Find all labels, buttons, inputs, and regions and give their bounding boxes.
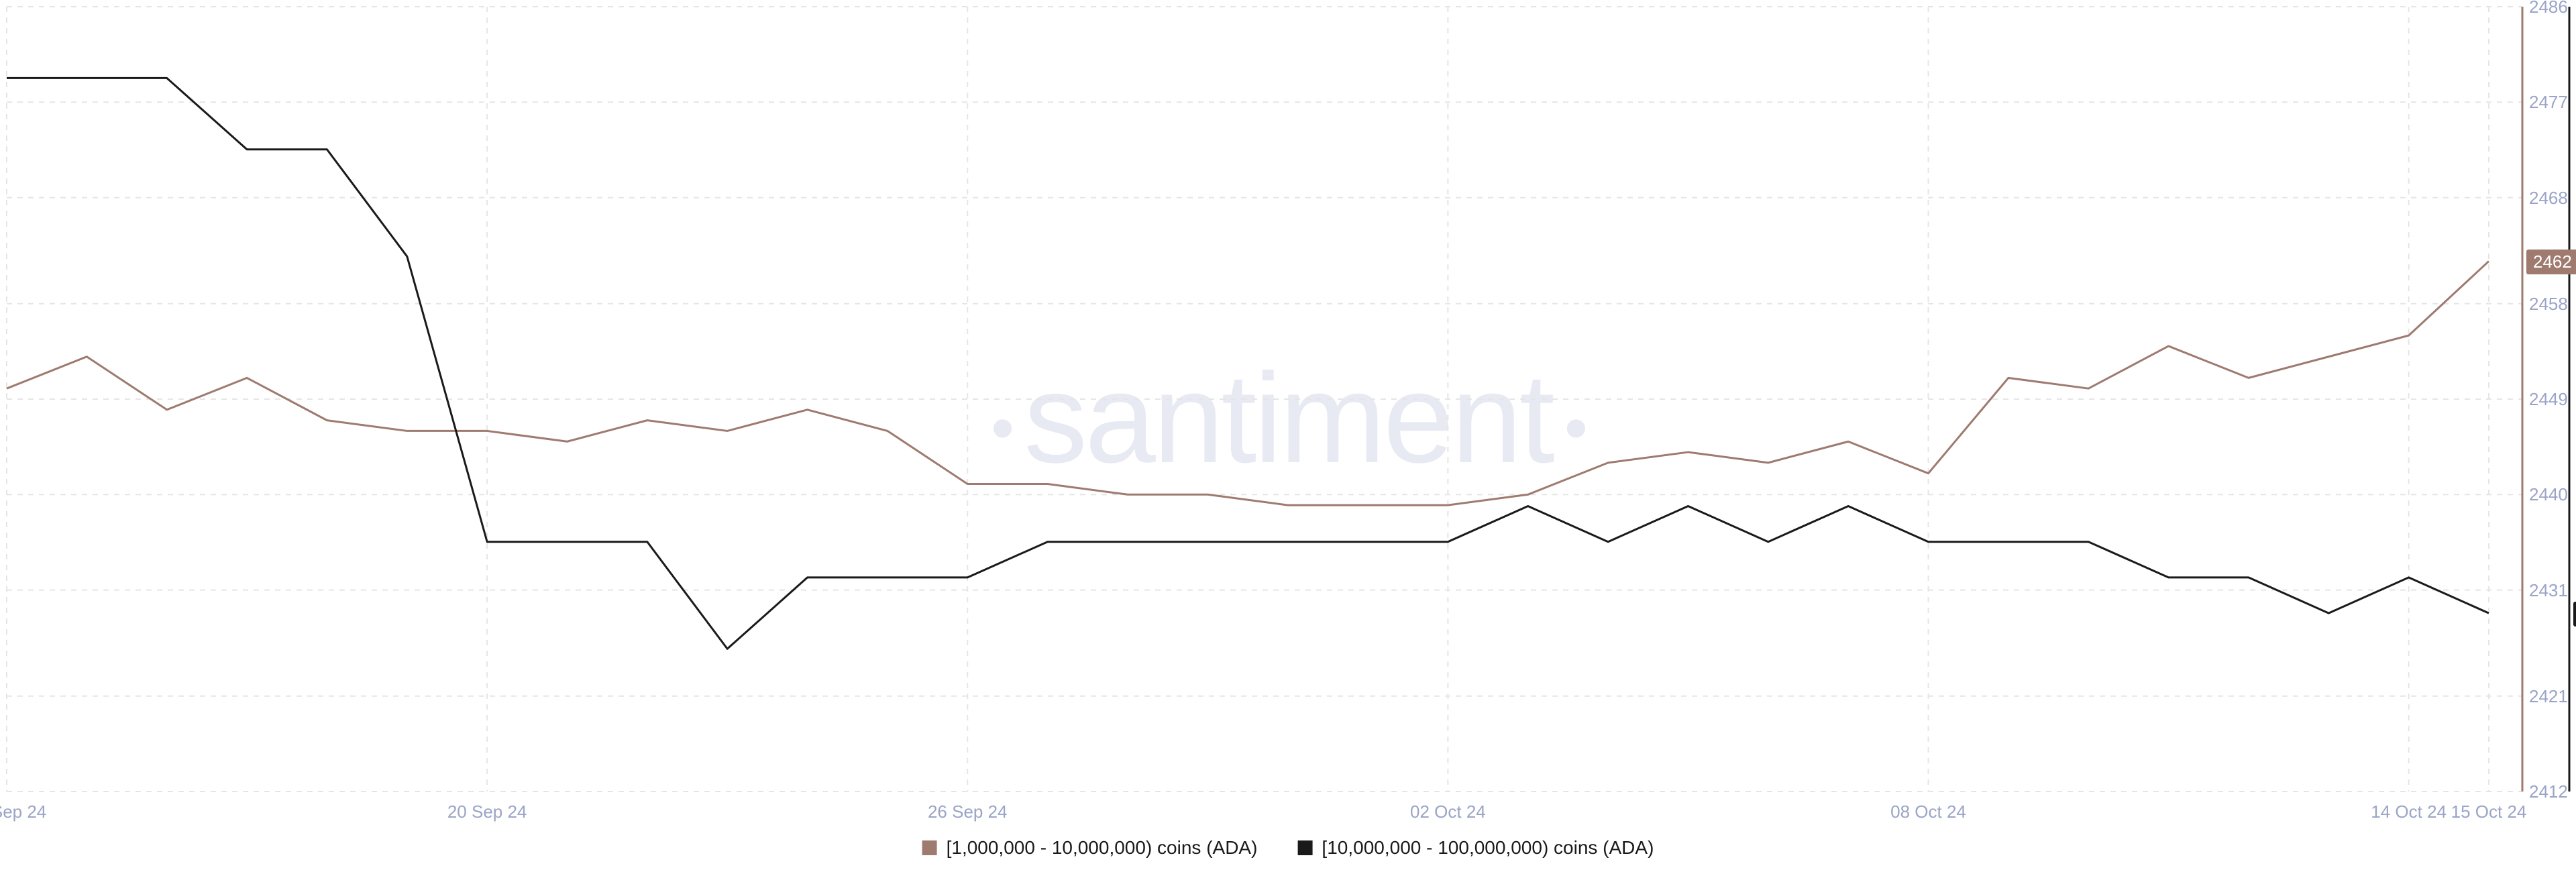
legend-item: [1,000,000 - 10,000,000) coins (ADA) [922,837,1258,859]
y1-tick-label: 2440 [2529,484,2568,505]
y2-end-badge: 389 [2573,602,2576,626]
y1-end-badge: 2462 [2526,250,2576,274]
x-tick-label: 15 Oct 24 [2451,802,2527,822]
legend-label: [1,000,000 - 10,000,000) coins (ADA) [947,837,1258,859]
x-tick-label: 02 Oct 24 [1410,802,1486,822]
y1-tick-label: 2477 [2529,92,2568,113]
x-tick-label: 14 Sep 24 [0,802,46,822]
y1-tick-label: 2449 [2529,389,2568,410]
chart-plot [0,0,2576,872]
legend-swatch [922,840,937,855]
x-tick-label: 26 Sep 24 [928,802,1008,822]
x-tick-label: 08 Oct 24 [1890,802,1966,822]
legend-item: [10,000,000 - 100,000,000) coins (ADA) [1297,837,1654,859]
y1-tick-label: 2412 [2529,781,2568,802]
y1-tick-label: 2486 [2529,0,2568,17]
y1-tick-label: 2468 [2529,188,2568,209]
y1-tick-label: 2431 [2529,580,2568,601]
legend-swatch [1297,840,1312,855]
y1-tick-label: 2421 [2529,686,2568,707]
legend-label: [10,000,000 - 100,000,000) coins (ADA) [1322,837,1654,859]
chart-container: •santiment• 14 Sep 2420 Sep 2426 Sep 240… [0,0,2576,872]
x-tick-label: 20 Sep 24 [447,802,527,822]
legend: [1,000,000 - 10,000,000) coins (ADA) [10… [922,837,1654,859]
y1-tick-label: 2458 [2529,294,2568,315]
x-tick-label: 14 Oct 24 [2371,802,2447,822]
